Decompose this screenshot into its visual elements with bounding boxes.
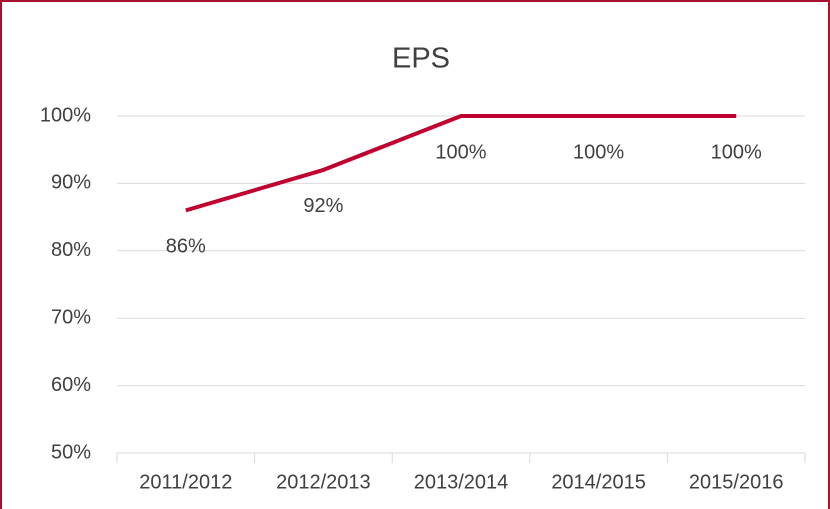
y-tick-label: 100% <box>40 104 91 126</box>
line-series <box>185 114 737 213</box>
y-tick-label: 60% <box>51 374 91 396</box>
x-tick-label: 2011/2012 <box>139 471 232 493</box>
data-label: 86% <box>166 236 206 258</box>
y-tick-label: 80% <box>51 239 91 261</box>
y-tick-label: 90% <box>51 172 91 194</box>
x-tick-label: 2013/2014 <box>414 471 509 493</box>
y-tick-label: 70% <box>51 306 91 328</box>
x-tick-label: 2014/2015 <box>551 471 646 493</box>
x-tick-label: 2012/2013 <box>276 471 371 493</box>
y-tick-label: 50% <box>51 441 91 463</box>
data-label: 100% <box>435 141 486 163</box>
data-label: 100% <box>573 141 624 163</box>
data-label: 100% <box>711 141 762 163</box>
data-label: 92% <box>303 195 343 217</box>
chart-title: EPS <box>392 43 450 75</box>
x-tick-label: 2015/2016 <box>689 471 784 493</box>
